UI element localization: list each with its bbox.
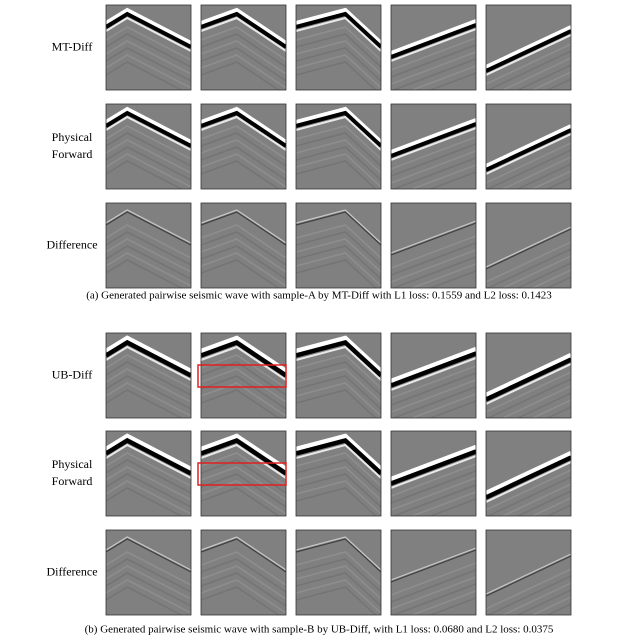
seismic-image (296, 5, 381, 95)
seismic-image (201, 431, 286, 521)
row-label: Difference (46, 237, 97, 251)
wave-field (296, 530, 381, 620)
seismic-image (106, 5, 191, 95)
seismic-image (106, 530, 191, 620)
seismic-image (391, 431, 476, 531)
seismic-image (391, 530, 476, 630)
wave-field (106, 5, 191, 95)
wave-field (106, 431, 191, 521)
seismic-image (391, 333, 476, 433)
row-label: Difference (46, 564, 97, 578)
seismic-image (486, 5, 571, 119)
seismic-image (106, 104, 191, 194)
seismic-image (296, 104, 381, 194)
wave-field (296, 431, 381, 521)
wave-field (486, 431, 571, 545)
wave-field (106, 104, 191, 194)
seismic-image (486, 431, 571, 545)
seismic-image (106, 333, 191, 423)
row-label: Forward (52, 147, 93, 161)
image-background (201, 530, 286, 615)
wave-field (106, 530, 191, 620)
wave-field (296, 203, 381, 293)
seismic-image (296, 431, 381, 521)
row-label: Forward (52, 474, 93, 488)
seismic-image (201, 203, 286, 293)
seismic-image (296, 530, 381, 620)
seismic-image (296, 203, 381, 293)
caption: (b) Generated pairwise seismic wave with… (85, 624, 554, 636)
wave-field (296, 333, 381, 423)
wave-field (106, 203, 191, 293)
row-label: Physical (52, 457, 93, 471)
seismic-image (391, 203, 476, 303)
seismic-image (486, 333, 571, 447)
caption: (a) Generated pairwise seismic wave with… (86, 290, 552, 302)
row-label: MT-Diff (52, 39, 93, 53)
row-label: Physical (52, 130, 93, 144)
figure: MT-Diff Physical Forward Difference (a) Gene… (0, 0, 639, 640)
seismic-image (106, 203, 191, 293)
wave-field (201, 530, 286, 620)
row-label: UB-Diff (52, 367, 92, 381)
wave-field (201, 5, 286, 95)
wave-field (296, 104, 381, 194)
seismic-image (106, 431, 191, 521)
wave-field (486, 333, 571, 447)
wave-field (296, 5, 381, 95)
seismic-image (296, 333, 381, 423)
seismic-image (201, 5, 286, 95)
wave-field (486, 104, 571, 218)
seismic-image (486, 104, 571, 218)
wave-field (486, 5, 571, 119)
seismic-image (201, 530, 286, 620)
seismic-image (201, 333, 286, 423)
wave-field (201, 203, 286, 293)
seismic-image (201, 104, 286, 194)
wave-field (201, 431, 286, 521)
wave-field (201, 104, 286, 194)
wave-field (201, 333, 286, 423)
seismic-image (391, 5, 476, 105)
image-background (201, 203, 286, 288)
seismic-image (391, 104, 476, 204)
wave-field (106, 333, 191, 423)
